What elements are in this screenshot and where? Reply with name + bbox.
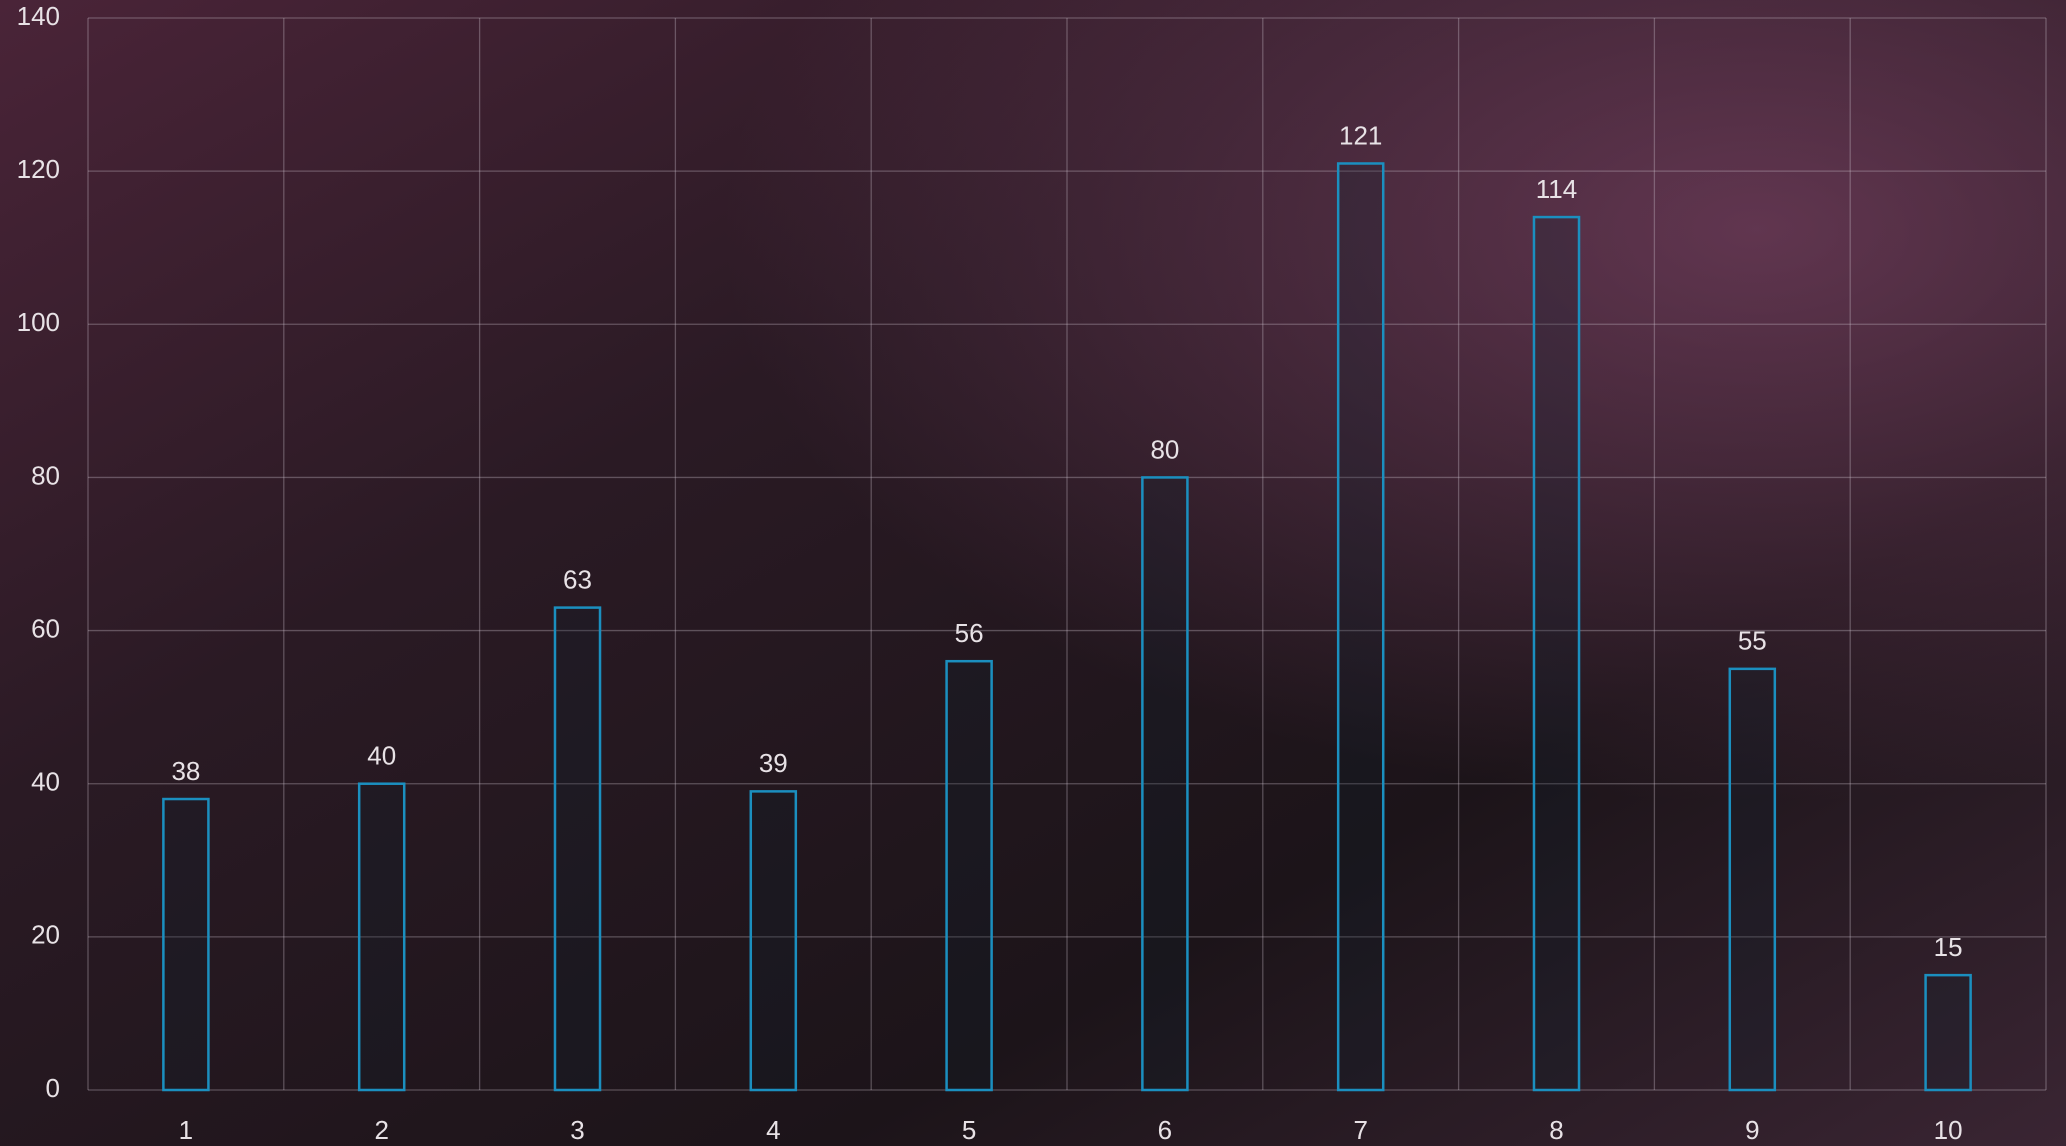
bar [162, 797, 210, 1092]
bar [553, 606, 602, 1092]
x-tick-label: 9 [1745, 1115, 1759, 1145]
bar [357, 782, 406, 1092]
data-label: 15 [1934, 932, 1963, 962]
bar [1141, 476, 1189, 1092]
data-label: 121 [1339, 120, 1382, 150]
x-tick-label: 1 [179, 1115, 193, 1145]
plot-area: 0 20 40 60 80 100 120 140 1 38 2 40 3 63 4 39 5 56 6 80 7 121… [17, 1, 2047, 1145]
y-tick-label: 140 [17, 1, 60, 31]
data-label: 55 [1738, 626, 1767, 656]
y-tick-label: 80 [31, 460, 60, 490]
data-label: 56 [955, 618, 984, 648]
bar [1924, 973, 1972, 1092]
y-tick-label: 40 [31, 767, 60, 797]
x-tick-label: 5 [962, 1115, 976, 1145]
data-label: 63 [563, 564, 592, 594]
data-label: 80 [1150, 434, 1179, 464]
x-tick-label: 2 [374, 1115, 388, 1145]
bar [749, 790, 798, 1092]
data-label: 40 [367, 741, 396, 771]
y-tick-label: 60 [31, 613, 60, 643]
bar [1728, 667, 1777, 1092]
y-tick-label: 0 [46, 1073, 60, 1103]
x-tick-label: 6 [1158, 1115, 1172, 1145]
y-tick-label: 20 [31, 920, 60, 950]
x-tick-label: 3 [570, 1115, 584, 1145]
bar [1336, 162, 1385, 1092]
bar [1532, 215, 1581, 1092]
x-tick-label: 10 [1934, 1115, 1963, 1145]
y-tick-label: 120 [17, 154, 60, 184]
x-tick-label: 4 [766, 1115, 780, 1145]
y-tick-label: 100 [17, 307, 60, 337]
x-tick-label: 7 [1353, 1115, 1367, 1145]
data-label: 114 [1536, 174, 1577, 204]
data-label: 38 [171, 756, 200, 786]
bar [945, 659, 993, 1092]
data-label: 39 [759, 748, 788, 778]
x-tick-label: 8 [1549, 1115, 1563, 1145]
